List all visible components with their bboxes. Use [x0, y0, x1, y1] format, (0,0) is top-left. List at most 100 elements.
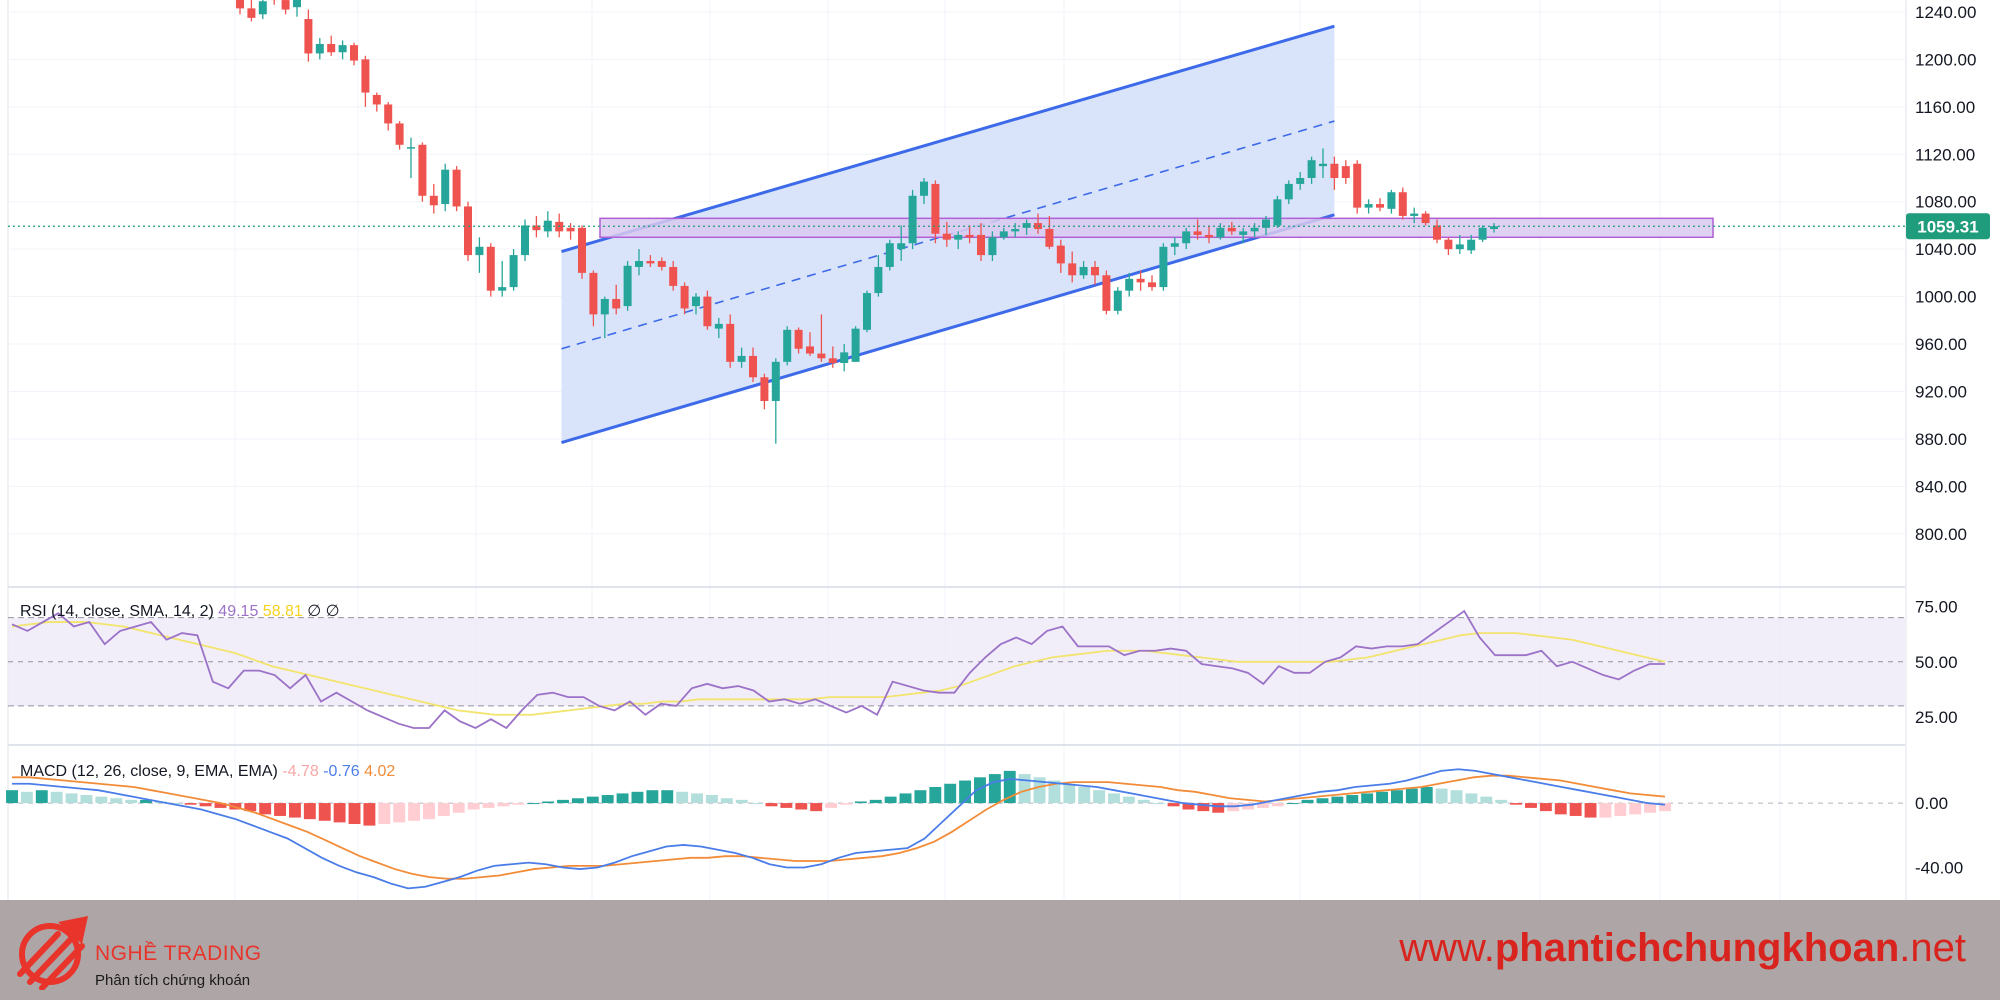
candle-down — [1444, 239, 1453, 250]
rsi-line — [11, 609, 1665, 730]
macd-histogram-bar — [1584, 803, 1597, 818]
macd-pane[interactable]: 0.00 -40.00 — [6, 768, 1963, 890]
candle-up — [315, 43, 324, 54]
candle-down — [1102, 275, 1111, 311]
macd-histogram-bar — [169, 803, 182, 805]
resistance-zone[interactable] — [599, 217, 1714, 239]
macd-histogram-bar — [1018, 774, 1031, 804]
candle-down — [372, 94, 381, 105]
channel-lower-line — [561, 213, 1335, 444]
macd-histogram-bar — [601, 795, 614, 804]
macd-histogram-bar — [631, 791, 644, 804]
candle-down — [578, 227, 586, 273]
macd-histogram-bar — [348, 803, 361, 824]
macd-histogram-bar — [586, 796, 599, 804]
macd-histogram-bar — [1078, 786, 1091, 804]
rsi-legend-part-0: RSI (14, close, SMA, 14, 2) — [20, 603, 214, 620]
candle-up — [737, 355, 746, 362]
candle-up — [999, 231, 1008, 238]
candle-down — [1433, 225, 1441, 240]
candle-up — [635, 261, 643, 267]
candle-up — [1170, 243, 1179, 247]
macd-histogram-bar — [1450, 790, 1463, 804]
macd-histogram-bar — [333, 803, 346, 823]
macd-histogram-bar — [467, 803, 480, 810]
candle-down — [566, 227, 575, 232]
candle-up — [1467, 239, 1476, 251]
candle-up — [692, 296, 700, 307]
macd-histogram-bar — [839, 803, 852, 805]
candle-down — [384, 104, 393, 124]
macd-histogram-bar — [303, 803, 316, 820]
price-axis[interactable]: 1240.00 1200.00 1160.00 1120.00 1080.00 1040.… — [8, 3, 1990, 544]
site-prefix: www. — [1399, 926, 1495, 970]
price-tick-label: 960.00 — [1915, 335, 1967, 354]
rsi-legend-part-3: ∅ — [303, 603, 321, 620]
macd-legend-part-2: -0.76 — [319, 763, 360, 780]
candle-up — [1011, 228, 1020, 232]
macd-histogram-bar — [1435, 788, 1448, 804]
candle-down — [1193, 231, 1202, 235]
candle-down — [486, 246, 495, 291]
candle-up — [543, 220, 552, 232]
macd-histogram-bar — [1093, 790, 1106, 804]
macd-histogram-bar — [1256, 803, 1269, 808]
macd-histogram-bar — [929, 786, 942, 804]
macd-histogram-bar — [1108, 793, 1120, 804]
candle-down — [361, 59, 370, 93]
macd-histogram-bar — [691, 793, 703, 804]
candle-up — [498, 287, 507, 291]
macd-histogram-bar — [393, 803, 406, 823]
macd-histogram-bar — [378, 803, 391, 824]
price-tick-label: 880.00 — [1915, 430, 1967, 449]
candle-up — [338, 45, 347, 53]
macd-histogram-bar — [437, 803, 450, 816]
macd-histogram-bar — [527, 803, 540, 805]
price-tick-label: 1160.00 — [1915, 98, 1975, 117]
candle-down — [749, 355, 757, 378]
candle-up — [863, 293, 871, 330]
candle-down — [1421, 213, 1430, 224]
macd-histogram-bar — [1286, 803, 1299, 805]
candle-up — [1307, 160, 1316, 178]
rsi-tick-label: 25.00 — [1915, 708, 1958, 727]
candle-up — [1284, 183, 1293, 200]
macd-histogram-bar — [274, 803, 287, 816]
candle-down — [760, 377, 769, 401]
macd-histogram-bar — [1644, 803, 1657, 813]
rsi-pane[interactable]: 75.00 50.00 25.00 — [8, 598, 1958, 730]
rsi-tick-label: 50.00 — [1915, 653, 1958, 672]
macd-legend: MACD (12, 26, close, 9, EMA, EMA) -4.78 … — [20, 763, 395, 780]
macd-histogram-bar — [1480, 796, 1493, 804]
macd-histogram-bar — [65, 793, 78, 804]
macd-histogram-bar — [1554, 803, 1567, 815]
brand-logo-icon — [17, 916, 88, 990]
trading-chart[interactable]: 1240.00 1200.00 1160.00 1120.00 1080.00 1040.… — [0, 0, 2000, 900]
candle-down — [1068, 263, 1077, 276]
candle-up — [1159, 246, 1168, 288]
macd-histogram-bar — [184, 803, 197, 805]
candle-down — [977, 234, 985, 256]
price-tick-label: 1000.00 — [1915, 288, 1976, 307]
candle-up — [1125, 278, 1134, 291]
candle-up — [600, 298, 609, 315]
macd-histogram-bar — [988, 774, 1001, 804]
candle-down — [429, 195, 438, 206]
macd-histogram-bar — [705, 795, 718, 804]
candle-down — [828, 358, 837, 364]
candle-up — [851, 328, 860, 362]
website-url[interactable]: www.phantichchungkhoan.net — [1399, 926, 1966, 971]
macd-histogram-bar — [1197, 803, 1210, 812]
macd-histogram-bar — [1599, 803, 1612, 818]
macd-histogram-bar — [1465, 793, 1478, 804]
price-tick-label: 840.00 — [1915, 477, 1967, 496]
macd-histogram-bar — [288, 803, 301, 818]
candle-up — [988, 237, 997, 256]
candle-down — [942, 233, 951, 240]
macd-histogram-bar — [735, 799, 748, 804]
macd-histogram-bar — [750, 803, 763, 805]
candle-up — [1262, 219, 1270, 228]
candle-up — [908, 195, 917, 244]
macd-histogram-bar — [50, 791, 63, 804]
candle-down — [817, 353, 826, 359]
